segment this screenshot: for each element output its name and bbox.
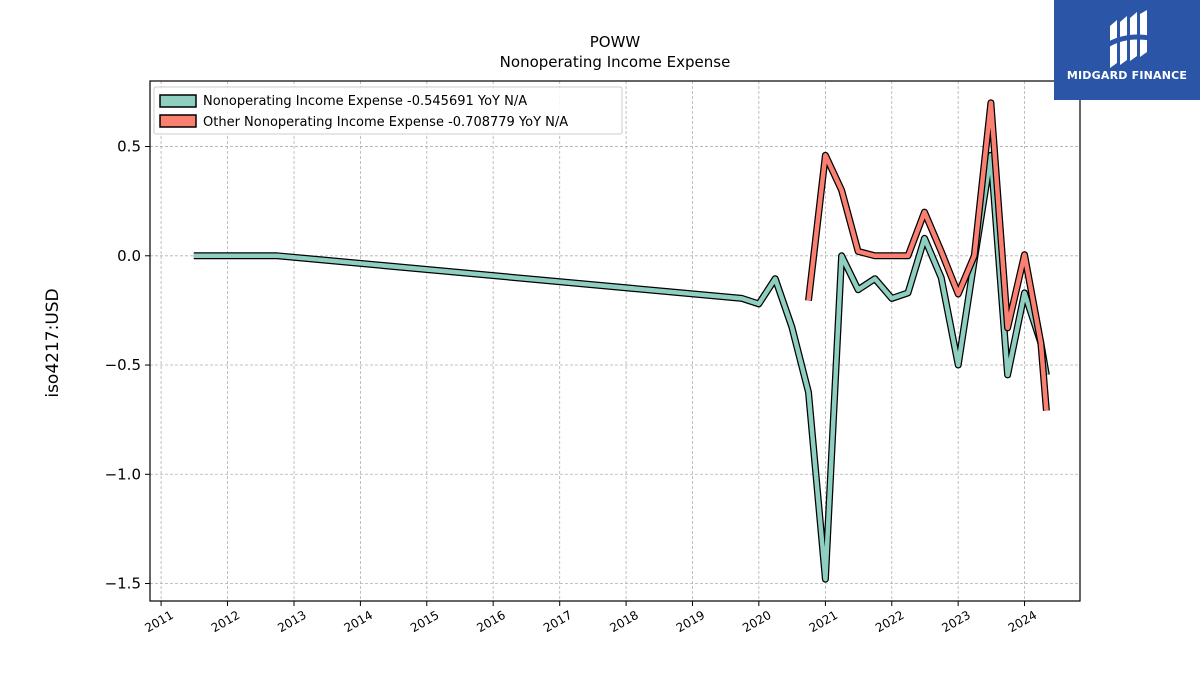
x-tick-label: 2020 [740,608,773,635]
midgard-logo-icon [1104,10,1151,68]
chart-title: POWW [590,33,641,51]
series-0 [193,151,1050,583]
series-line [806,100,1049,411]
x-tick-label: 2022 [873,608,906,635]
legend-swatch-other-nonoperating [159,114,197,128]
series-layer [193,99,1050,583]
x-tick-label: 2024 [1006,608,1039,635]
legend-label-other-nonoperating: Other Nonoperating Income Expense -0.708… [203,115,568,130]
x-tick-label: 2019 [674,608,707,635]
series-line [193,153,1049,582]
x-tick-label: 2011 [142,608,175,635]
chart-subtitle: Nonoperating Income Expense [500,53,731,71]
legend-box [153,86,623,135]
x-tick-label: 2018 [607,608,640,635]
x-tick-label: 2016 [474,608,507,635]
legend-swatch-nonoperating [159,94,197,108]
x-tick-label: 2023 [939,608,972,635]
y-tick-label: −1.5 [105,575,141,593]
y-tick-label: 0.0 [117,247,141,265]
y-tick-label: 0.5 [117,138,141,156]
x-tick-label: 2017 [541,608,574,635]
y-tick-label: −1.0 [105,465,141,483]
y-axis-label: iso4217:USD [43,288,63,397]
x-tick-label: 2021 [807,608,840,635]
plot-frame [149,80,1081,602]
x-tick-label: 2013 [275,608,308,635]
midgard-finance-logo: MIDGARD FINANCE [1054,0,1200,100]
logo-text: MIDGARD FINANCE [1066,69,1188,82]
legend: Nonoperating Income Expense -0.545691 Yo… [153,86,623,135]
y-tick-label: −0.5 [105,356,141,374]
x-tick-label: 2015 [408,608,441,635]
series-1 [805,99,1050,411]
grid [150,81,1080,601]
axis-ticks: 2011 2012 2013 2014 2015 2016 2017 2018 2019 2020… [105,138,1040,636]
x-tick-label: 2014 [342,608,375,635]
legend-label-nonoperating: Nonoperating Income Expense -0.545691 Yo… [203,94,527,109]
x-tick-label: 2012 [209,608,242,635]
